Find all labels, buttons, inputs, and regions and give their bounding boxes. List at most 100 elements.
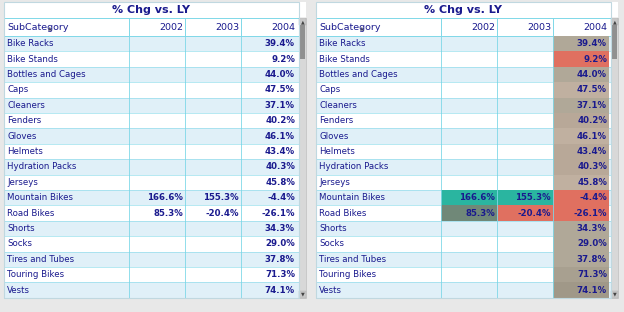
Text: 9.2%: 9.2% <box>583 55 607 64</box>
Text: -26.1%: -26.1% <box>573 209 607 217</box>
Bar <box>4 36 299 51</box>
Bar <box>4 82 299 98</box>
Bar <box>553 221 609 236</box>
Bar <box>316 267 611 282</box>
Bar <box>316 2 618 298</box>
Text: 46.1%: 46.1% <box>577 132 607 141</box>
Text: Vests: Vests <box>319 285 342 295</box>
Text: 2002: 2002 <box>159 22 183 32</box>
Bar <box>4 51 299 67</box>
Bar <box>553 267 609 282</box>
Text: 45.8%: 45.8% <box>577 178 607 187</box>
Text: 74.1%: 74.1% <box>577 285 607 295</box>
Text: -4.4%: -4.4% <box>267 193 295 202</box>
Bar <box>4 251 299 267</box>
Bar <box>300 25 305 59</box>
Text: Gloves: Gloves <box>7 132 36 141</box>
Text: 2004: 2004 <box>583 22 607 32</box>
Bar <box>611 18 618 298</box>
Bar <box>612 25 617 59</box>
Bar <box>4 190 299 205</box>
Bar <box>316 82 611 98</box>
Text: Hydration Packs: Hydration Packs <box>7 163 76 171</box>
Bar <box>4 98 299 113</box>
Text: 37.1%: 37.1% <box>265 101 295 110</box>
Bar <box>4 113 299 129</box>
Text: Mountain Bikes: Mountain Bikes <box>319 193 385 202</box>
Bar <box>316 51 611 67</box>
Bar <box>553 51 609 67</box>
Bar <box>316 221 611 236</box>
Text: ▼: ▼ <box>301 292 305 297</box>
Text: 71.3%: 71.3% <box>265 270 295 279</box>
Text: % Chg vs. LY: % Chg vs. LY <box>112 5 190 15</box>
Text: 85.3%: 85.3% <box>154 209 183 217</box>
Text: Helmets: Helmets <box>7 147 43 156</box>
Bar <box>441 190 497 205</box>
Text: Bike Stands: Bike Stands <box>7 55 58 64</box>
Bar <box>497 205 553 221</box>
Bar <box>316 175 611 190</box>
Text: SubCategory: SubCategory <box>319 22 381 32</box>
Bar <box>441 205 497 221</box>
Bar <box>4 282 299 298</box>
Text: Fenders: Fenders <box>7 116 41 125</box>
Text: Shorts: Shorts <box>7 224 34 233</box>
Text: Socks: Socks <box>319 239 344 248</box>
Text: % Chg vs. LY: % Chg vs. LY <box>424 5 502 15</box>
Text: 40.3%: 40.3% <box>265 163 295 171</box>
Bar <box>611 291 618 298</box>
Text: Cleaners: Cleaners <box>319 101 357 110</box>
Text: Vests: Vests <box>7 285 30 295</box>
Text: 166.6%: 166.6% <box>147 193 183 202</box>
Bar <box>4 205 299 221</box>
Text: Gloves: Gloves <box>319 132 348 141</box>
Bar <box>316 282 611 298</box>
Text: Hydration Packs: Hydration Packs <box>319 163 388 171</box>
Bar <box>316 129 611 144</box>
Text: -20.4%: -20.4% <box>517 209 551 217</box>
Bar <box>316 113 611 129</box>
Text: -26.1%: -26.1% <box>261 209 295 217</box>
Text: 9.2%: 9.2% <box>271 55 295 64</box>
Text: 155.3%: 155.3% <box>515 193 551 202</box>
Text: 44.0%: 44.0% <box>265 70 295 79</box>
Text: 44.0%: 44.0% <box>577 70 607 79</box>
Text: SubCategory: SubCategory <box>7 22 69 32</box>
Text: Fenders: Fenders <box>319 116 353 125</box>
Text: ▲: ▲ <box>301 19 305 24</box>
Text: Jerseys: Jerseys <box>319 178 350 187</box>
Text: Touring Bikes: Touring Bikes <box>319 270 376 279</box>
Text: 37.8%: 37.8% <box>577 255 607 264</box>
Text: 37.1%: 37.1% <box>577 101 607 110</box>
Text: 47.5%: 47.5% <box>577 85 607 95</box>
Bar <box>553 36 609 51</box>
Bar <box>553 98 609 113</box>
Text: -4.4%: -4.4% <box>579 193 607 202</box>
Bar <box>553 282 609 298</box>
Bar <box>316 205 611 221</box>
Text: Mountain Bikes: Mountain Bikes <box>7 193 73 202</box>
Text: 39.4%: 39.4% <box>577 39 607 48</box>
Text: Tires and Tubes: Tires and Tubes <box>319 255 386 264</box>
Text: 43.4%: 43.4% <box>265 147 295 156</box>
Text: Cleaners: Cleaners <box>7 101 45 110</box>
Text: 71.3%: 71.3% <box>577 270 607 279</box>
Bar <box>316 236 611 251</box>
Bar <box>299 291 306 298</box>
Bar <box>299 18 306 25</box>
Text: 155.3%: 155.3% <box>203 193 239 202</box>
Text: 29.0%: 29.0% <box>577 239 607 248</box>
Text: Bike Stands: Bike Stands <box>319 55 370 64</box>
Text: 40.2%: 40.2% <box>577 116 607 125</box>
Text: Caps: Caps <box>319 85 340 95</box>
Bar <box>611 18 618 25</box>
Text: Bottles and Cages: Bottles and Cages <box>7 70 85 79</box>
Text: Caps: Caps <box>7 85 28 95</box>
Text: Bottles and Cages: Bottles and Cages <box>319 70 397 79</box>
Text: 2003: 2003 <box>215 22 239 32</box>
Bar <box>4 67 299 82</box>
Bar <box>553 190 609 205</box>
Text: ▲: ▲ <box>613 19 617 24</box>
Bar <box>316 98 611 113</box>
